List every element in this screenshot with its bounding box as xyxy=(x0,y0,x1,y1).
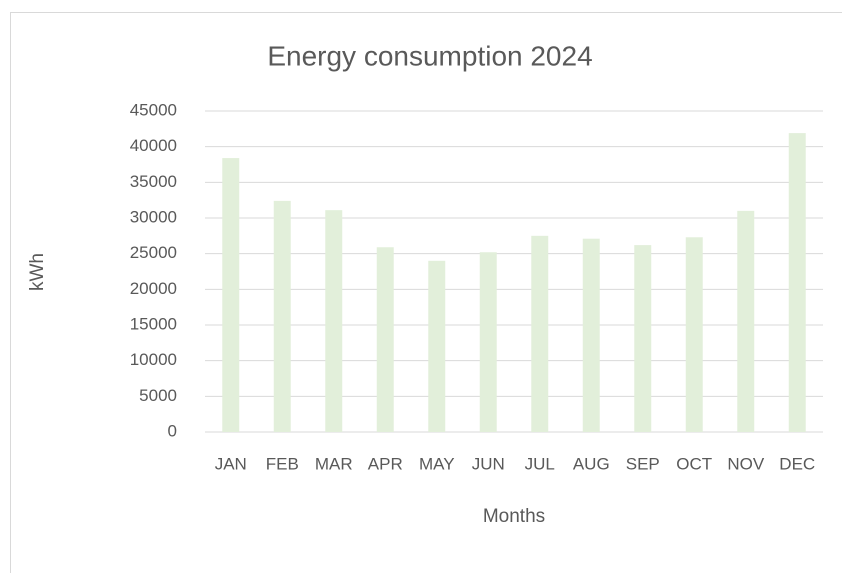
y-tick-label: 45000 xyxy=(130,100,177,119)
bar xyxy=(788,133,806,432)
bar xyxy=(428,260,446,432)
y-tick-label: 10000 xyxy=(130,350,177,369)
x-tick-label: MAR xyxy=(315,454,353,473)
bar xyxy=(582,238,600,432)
y-tick-label: 0 xyxy=(168,421,177,440)
bar xyxy=(685,237,703,432)
x-tick-label: JUN xyxy=(472,454,505,473)
bar xyxy=(634,245,652,432)
y-tick-label: 30000 xyxy=(130,207,177,226)
bar xyxy=(531,235,549,432)
y-tick-label: 40000 xyxy=(130,136,177,155)
x-tick-label: MAY xyxy=(419,454,455,473)
y-tick-label: 20000 xyxy=(130,279,177,298)
x-tick-label: NOV xyxy=(727,454,765,473)
chart-frame xyxy=(10,12,842,573)
x-axis-label: Months xyxy=(483,506,545,527)
bar xyxy=(737,210,755,432)
bar xyxy=(222,158,240,432)
x-tick-label: JUL xyxy=(525,454,555,473)
y-axis-label: kWh xyxy=(27,253,48,291)
y-tick-label: 35000 xyxy=(130,172,177,191)
bar xyxy=(325,210,343,432)
x-tick-label: FEB xyxy=(266,454,299,473)
x-tick-label: AUG xyxy=(573,454,610,473)
y-tick-label: 5000 xyxy=(139,386,177,405)
chart-title: Energy consumption 2024 xyxy=(267,40,592,71)
bar xyxy=(376,247,394,432)
x-tick-label: DEC xyxy=(779,454,815,473)
y-tick-label: 15000 xyxy=(130,314,177,333)
bar xyxy=(273,200,291,432)
x-tick-label: OCT xyxy=(676,454,712,473)
bar xyxy=(479,252,497,432)
y-tick-label: 25000 xyxy=(130,243,177,262)
x-tick-label: JAN xyxy=(215,454,247,473)
x-tick-label: APR xyxy=(368,454,403,473)
x-tick-label: SEP xyxy=(626,454,660,473)
